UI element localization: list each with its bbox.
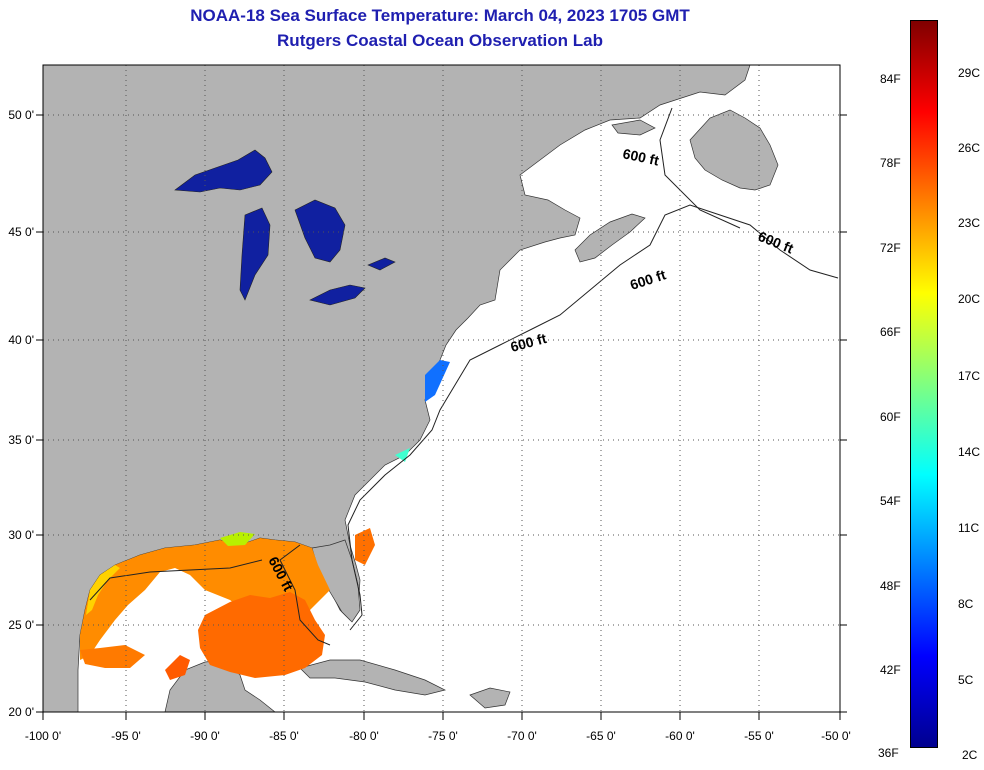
lat-tick-label: 35 0' [8,433,34,447]
lat-tick-label: 20 0' [8,705,34,719]
colorbar-label-c: 2C [962,748,978,762]
lat-tick-label: 30 0' [8,528,34,542]
colorbar-label-c: 14C [958,445,981,459]
contour-east-coast [347,204,839,631]
land-hispaniola [469,687,511,709]
colorbar-label-f: 72F [880,241,901,255]
colorbar-label-c: 5C [958,673,974,687]
shelf-contours [89,107,839,646]
frame-ticks [36,114,847,720]
land-cuba [299,659,447,696]
lon-tick-label: -50 0' [821,729,851,743]
lon-tick-label: -75 0' [428,729,458,743]
lon-tick-label: -95 0' [111,729,141,743]
colorbar-label-c: 23C [958,216,981,230]
lat-tick-label: 45 0' [8,225,34,239]
land-anticosti [611,119,656,136]
colorbar-label-f: 60F [880,410,901,424]
lon-tick-label: -85 0' [269,729,299,743]
lat-tick-label: 25 0' [8,618,34,632]
map-title: NOAA-18 Sea Surface Temperature: March 0… [190,6,690,25]
contour-gulf [279,544,331,646]
lon-tick-label: -80 0' [349,729,379,743]
colorbar-label-f: 84F [880,72,901,86]
land-newfoundland [689,109,779,191]
colorbar-label-c: 17C [958,369,981,383]
lat-axis-labels: 50 0' 45 0' 40 0' 35 0' 30 0' 25 0' 20 0… [8,108,34,719]
map-subtitle: Rutgers Coastal Ocean Observation Lab [277,31,603,50]
temperature-colorbar [910,20,938,748]
map-frame [42,64,841,713]
lon-tick-label: -55 0' [744,729,774,743]
contour-newfoundland [659,107,741,229]
gulf-sst-field [80,360,450,680]
contour-gulf-west [89,559,263,601]
colorbar-label-c: 29C [958,66,981,80]
colorbar-label-c: 26C [958,141,981,155]
colorbar-label-f: 36F [878,746,899,760]
contour-label-gulf-st-lawrence: 600 ft [621,145,660,168]
colorbar-label-f: 66F [880,325,901,339]
lon-tick-label: -70 0' [507,729,537,743]
lon-tick-label: -60 0' [665,729,695,743]
colorbar-label-c: 11C [958,521,980,535]
lat-tick-label: 50 0' [8,108,34,122]
lon-tick-label: -100 0' [25,729,61,743]
colorbar-label-f: 42F [880,663,901,677]
colorbar-label-c: 20C [958,292,981,306]
lon-tick-label: -65 0' [586,729,616,743]
land-nova-scotia [574,213,646,263]
colorbar-label-f: 78F [880,156,901,170]
colorbar-label-f: 54F [880,494,901,508]
great-lakes [174,149,396,306]
colorbar-label-c: 8C [958,597,974,611]
lon-tick-label: -90 0' [190,729,220,743]
lon-axis-labels: -100 0' -95 0' -90 0' -85 0' -80 0' -75 … [25,729,851,743]
colorbar-label-f: 48F [880,579,901,593]
lat-tick-label: 40 0' [8,333,34,347]
